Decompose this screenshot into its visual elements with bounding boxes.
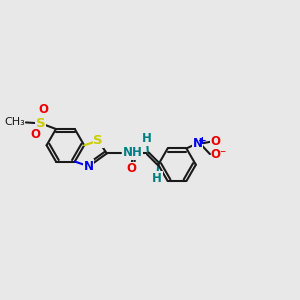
Text: H: H [142,132,152,145]
Text: N: N [193,137,203,150]
Text: H: H [152,172,162,185]
Text: O⁻: O⁻ [211,148,227,160]
Text: NH: NH [123,146,143,159]
Text: O: O [127,162,137,175]
Text: CH₃: CH₃ [4,117,25,128]
Text: O: O [39,103,49,116]
Text: S: S [94,134,103,147]
Text: S: S [36,117,46,130]
Text: +: + [197,136,206,146]
Text: N: N [84,160,94,173]
Text: O: O [30,128,40,141]
Text: O: O [211,135,220,148]
